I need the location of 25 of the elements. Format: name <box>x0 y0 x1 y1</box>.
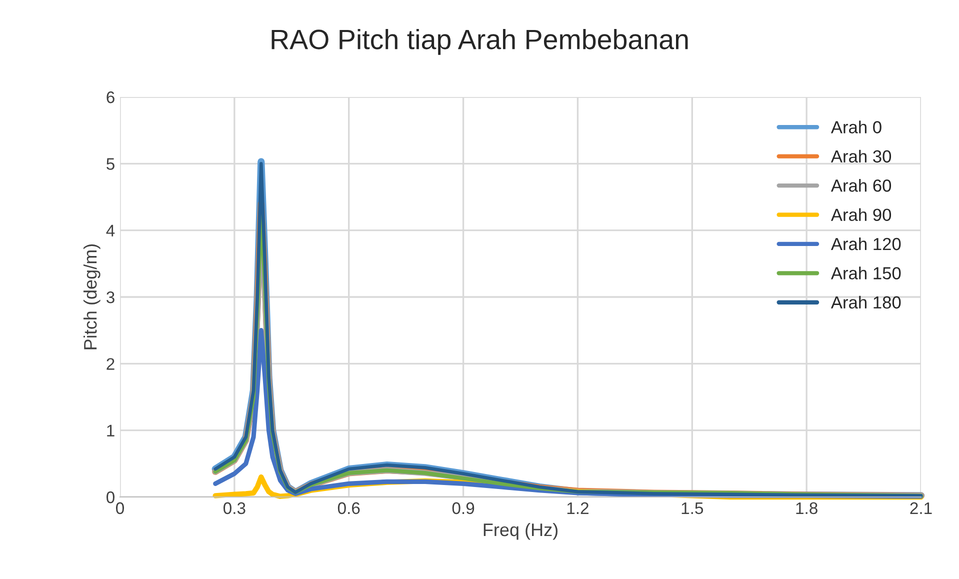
x-tick-label: 1.8 <box>796 502 818 514</box>
y-tick-label: 3 <box>106 291 114 304</box>
x-tick-label: 0.3 <box>223 502 246 514</box>
legend-label: Arah 0 <box>830 120 882 134</box>
y-tick-label: 0 <box>106 491 114 504</box>
y-tick-label: 2 <box>106 358 114 370</box>
legend-label: Arah 120 <box>830 237 901 250</box>
y-tick-label: 6 <box>106 91 114 104</box>
x-tick-label: 0 <box>116 502 124 514</box>
legend-label: Arah 30 <box>830 150 892 163</box>
chart-title: RAO Pitch tiap Arah Pembebanan <box>272 28 688 55</box>
legend-label: Arah 60 <box>830 179 892 192</box>
x-tick-label: 0.9 <box>452 502 474 514</box>
x-tick-label: 1.5 <box>682 502 704 514</box>
y-tick-label: 1 <box>107 424 114 436</box>
y-axis-title: Pitch (deg/m) <box>83 244 100 350</box>
x-tick-label: 0.6 <box>338 502 360 514</box>
legend-label: Arah 90 <box>830 208 892 221</box>
legend-label: Arah 150 <box>830 266 901 280</box>
x-axis-title: Freq (Hz) <box>484 522 558 540</box>
legend-label: Arah 180 <box>830 296 901 309</box>
x-tick-label: 1.2 <box>567 502 588 514</box>
x-tick-label: 2.1 <box>910 502 932 514</box>
y-tick-label: 5 <box>106 158 114 170</box>
y-tick-label: 4 <box>106 224 115 236</box>
